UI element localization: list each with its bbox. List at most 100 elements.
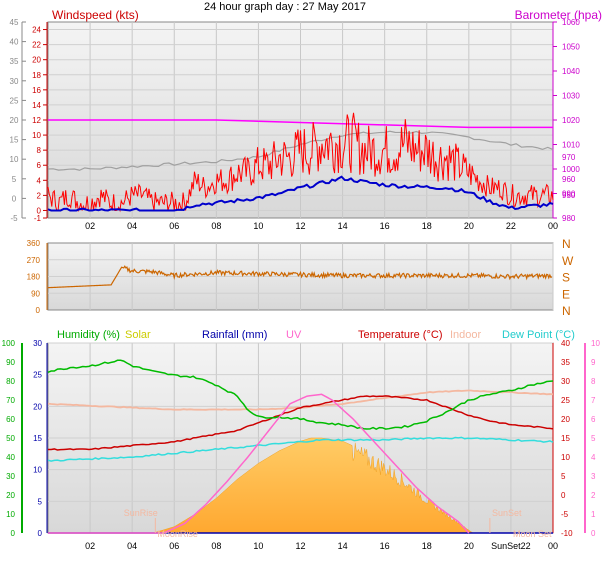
y-tick-label: 1	[591, 510, 596, 519]
x-tick-label: 10	[253, 541, 263, 551]
y-tick-label: 40	[561, 339, 570, 348]
x-tick-label: 12	[295, 221, 305, 231]
x-tick-label: 06	[169, 221, 179, 231]
y-tick-label: 6	[37, 161, 42, 170]
y-tick-label: 8	[37, 146, 42, 155]
y-tick-label: 0	[38, 529, 43, 538]
x-tick-label: 08	[211, 221, 221, 231]
y-tick-label: 30	[561, 377, 570, 386]
y-tick-label: 30	[10, 77, 19, 86]
windspeed-line	[47, 112, 554, 213]
x-tick-label: 20	[464, 221, 474, 231]
x-tick-label: 14	[338, 541, 348, 551]
y-tick-label: 960	[562, 175, 576, 184]
y-tick-label: 1020	[562, 116, 580, 125]
x-tick-label: 06	[169, 541, 179, 551]
y-tick-label: 24	[32, 26, 41, 35]
compass-label: N	[562, 237, 571, 251]
wind-direction-line	[47, 265, 553, 289]
y-tick-label: 1040	[562, 67, 580, 76]
y-tick-label: 2	[591, 491, 596, 500]
y-tick-label: 10	[6, 510, 15, 519]
average-wind-line	[47, 175, 554, 212]
y-tick-label: 990	[562, 190, 576, 199]
solar-label: Solar	[125, 329, 151, 341]
dewpoint-label: Dew Point (°C)	[502, 329, 575, 341]
y-tick-label: 10	[561, 453, 570, 462]
y-tick-label: 30	[6, 472, 15, 481]
y-tick-label: 2	[37, 191, 42, 200]
y-tick-label: 5	[591, 434, 596, 443]
dewpoint-line	[47, 436, 554, 462]
y-tick-label: 180	[27, 273, 41, 282]
y-tick-label: 1060	[562, 18, 580, 27]
x-tick-label: 18	[422, 541, 432, 551]
solar-area	[153, 437, 474, 534]
y-tick-label: 4	[37, 176, 42, 185]
y-tick-label: 16	[32, 86, 41, 95]
rainfall-label: Rainfall (mm)	[202, 329, 267, 341]
x-tick-label: 16	[380, 541, 390, 551]
y-tick-label: 35	[10, 57, 19, 66]
y-tick-label: 950	[562, 191, 576, 200]
temperature-label: Temperature (°C)	[358, 329, 442, 341]
x-tick-label: 04	[127, 221, 137, 231]
y-tick-label: 70	[6, 396, 15, 405]
sunset-label: SunSet	[492, 508, 522, 518]
y-tick-label: 980	[562, 214, 576, 223]
y-tick-label: -10	[561, 529, 573, 538]
y-tick-label: 1050	[562, 43, 580, 52]
y-tick-label: 60	[6, 415, 15, 424]
x-tick-label: 20	[464, 541, 474, 551]
y-tick-label: 970	[562, 153, 576, 162]
y-tick-label: 90	[31, 289, 40, 298]
y-tick-label: 9	[591, 358, 596, 367]
y-tick-label: -5	[561, 510, 569, 519]
compass-label: N	[562, 304, 571, 318]
compass-label: E	[562, 287, 570, 301]
y-tick-label: 20	[33, 402, 42, 411]
y-tick-label: 8	[591, 377, 596, 386]
y-tick-label: 35	[561, 358, 570, 367]
compass-label: W	[562, 254, 574, 268]
y-tick-label: 1000	[562, 165, 580, 174]
y-tick-label: 4	[591, 453, 596, 462]
x-tick-label: 04	[127, 541, 137, 551]
x-tick-label: 18	[422, 221, 432, 231]
y-tick-label: 22	[32, 41, 41, 50]
x-tick-label: 00	[548, 541, 558, 551]
uv-label: UV	[286, 329, 302, 341]
y-tick-label: 10	[33, 466, 42, 475]
barometer-label: Barometer (hpa)	[515, 8, 602, 22]
x-tick-label: 02	[85, 541, 95, 551]
y-tick-label: 25	[561, 396, 570, 405]
temperature-line	[47, 395, 554, 451]
x-tick-label: 12	[295, 541, 305, 551]
x-tick-label: 00	[548, 221, 558, 231]
y-tick-label: 5	[38, 497, 43, 506]
y-tick-label: 0	[36, 306, 41, 315]
y-tick-label: 14	[32, 101, 41, 110]
y-tick-label: 25	[10, 96, 19, 105]
x-tick-label: 16	[380, 221, 390, 231]
y-tick-label: 80	[6, 377, 15, 386]
y-tick-label: 1010	[562, 141, 580, 150]
x-tick-label: 10	[253, 221, 263, 231]
y-tick-label: 20	[561, 415, 570, 424]
y-tick-label: 10	[10, 155, 19, 164]
compass-label: S	[562, 271, 570, 285]
y-tick-label: 40	[6, 453, 15, 462]
y-tick-label: 45	[10, 18, 19, 27]
y-tick-label: 270	[27, 256, 41, 265]
y-tick-label: -5	[10, 214, 18, 223]
y-tick-label: 3	[591, 472, 596, 481]
y-tick-label: 20	[10, 116, 19, 125]
y-tick-label: 0	[37, 206, 42, 215]
baro-context-line	[47, 130, 554, 171]
y-tick-label: 15	[33, 434, 42, 443]
y-tick-label: 0	[12, 194, 17, 203]
y-tick-label: 5	[561, 472, 566, 481]
moonrise-label: MoonRise	[157, 529, 198, 539]
y-tick-label: 0	[591, 529, 596, 538]
